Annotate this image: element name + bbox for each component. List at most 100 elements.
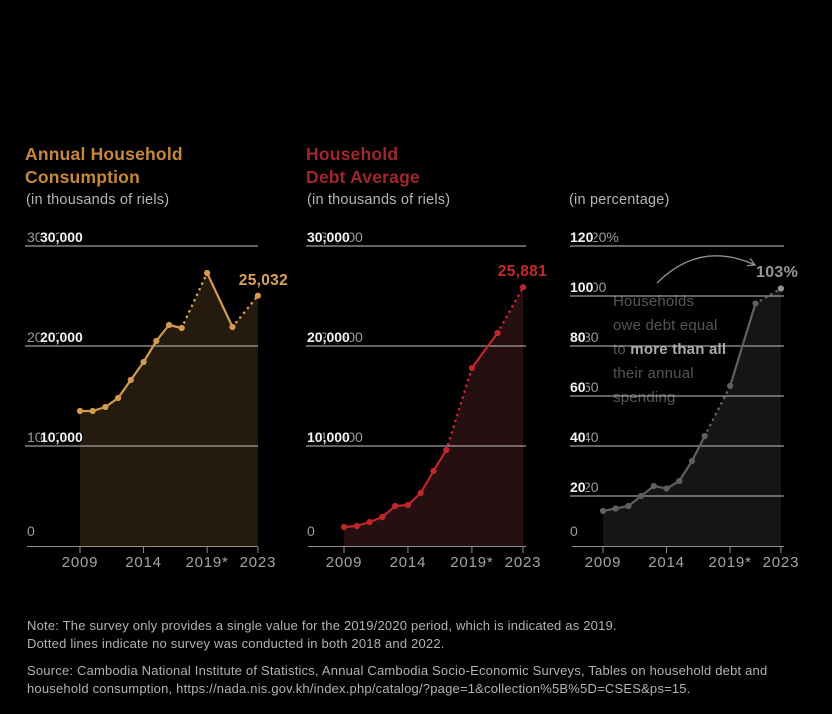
chart2-data-point (520, 284, 527, 291)
chart3-data-point (599, 507, 607, 515)
y-tick-bold: 20 (570, 479, 586, 495)
chart3-data-point (752, 300, 759, 307)
annotation-line: owe debt equal (613, 317, 718, 334)
annotation-line: Households (613, 293, 695, 310)
chart1-y-tick-label: 30,000 30,000 (27, 230, 107, 246)
annotation-arrowhead (746, 258, 757, 267)
chart2-data-point (353, 522, 360, 530)
chart1-series-segment-dotted (231, 294, 260, 329)
chart2-area-fill (344, 287, 524, 546)
chart2-subtitle: (in thousands of riels) (307, 192, 451, 208)
y-tick-bold: 30,000 (307, 229, 350, 245)
annotation-line: to more than all (613, 341, 727, 358)
y-tick-bold: 30,000 (40, 229, 83, 245)
chart3-y-tick-label: 120% 120 (570, 230, 650, 246)
chart3-series-segment-solid (690, 434, 706, 463)
chart2-x-tick-label: 2009 (325, 554, 363, 571)
y-tick-bold: 10,000 (40, 429, 83, 445)
source-line-1: Source: Cambodia National Institute of S… (27, 663, 768, 678)
chart2-data-point (379, 513, 386, 521)
chart1-data-point (140, 358, 147, 366)
y-tick-bold: 20,000 (40, 329, 83, 345)
chart1-data-point (115, 394, 122, 402)
chart3-end-value: 103% (756, 264, 799, 281)
y-tick-gray: 10,000 (27, 429, 70, 445)
y-tick-gray: 40 (583, 429, 599, 445)
chart3-data-point (625, 502, 632, 510)
chart3-data-point (777, 285, 785, 292)
chart1-series-segment-solid (155, 323, 171, 343)
chart3-x-tick-label: 2023 (762, 554, 800, 571)
chart1-data-point (254, 292, 261, 299)
chart1-data-point (153, 337, 160, 345)
chart3-series-segment-solid (678, 459, 694, 483)
chart3-series-segment-solid (728, 302, 757, 388)
chart2-x-tick-label: 2023 (504, 554, 542, 571)
chart1-y-tick-label: 10,000 10,000 (27, 430, 107, 446)
chart1-y-tick-label: 20,000 20,000 (27, 330, 107, 346)
chart1-y-zero-label: 0 (27, 523, 35, 539)
chart1-title: Annual Household Consumption (25, 144, 183, 187)
note-text: Note: The survey only provides a single … (27, 617, 617, 652)
chart1-x-tick-label: 2023 (239, 554, 277, 571)
y-tick-gray: 30,000 (27, 229, 70, 245)
chart2-y-tick-label: 10,000 10,000 (307, 430, 387, 446)
chart3-y-tick-label: 20 20 (570, 480, 650, 496)
y-tick-gray: 10,000 (320, 429, 363, 445)
chart3-data-point (688, 457, 696, 465)
chart2-x-tick-label: 2019* (450, 554, 494, 571)
y-tick-gray: 20,000 (27, 329, 70, 345)
y-tick-gray: 120% (583, 229, 619, 245)
chart1-data-point (89, 407, 96, 415)
chart1-series-segment-solid (142, 339, 158, 364)
chart1-data-point (204, 269, 211, 277)
chart1-series-segment-solid (116, 378, 132, 400)
chart2-series-segment-dotted (444, 366, 474, 452)
y-tick-gray: 60 (583, 379, 599, 395)
chart3-x-tick-label: 2019* (708, 554, 752, 571)
y-tick-bold: 10,000 (307, 429, 350, 445)
y-tick-gray: 30,000 (320, 229, 363, 245)
y-tick-gray: 20 (583, 479, 599, 495)
chart3-subtitle: (in percentage) (569, 192, 670, 208)
chart1-series-segment-dotted (180, 271, 209, 330)
chart2-data-point (430, 467, 437, 475)
chart3-data-point (612, 505, 619, 512)
debt-annotation: Households owe debt equal to more than all… (613, 290, 726, 410)
chart3-y-tick-label: 80 80 (570, 330, 650, 346)
chart2-y-zero-label: 0 (307, 523, 315, 539)
y-tick-bold: 20,000 (307, 329, 350, 345)
chart2-data-point (494, 329, 501, 337)
source-line-2: household consumption, https://nada.nis.… (27, 680, 691, 696)
note-line-1: Note: The survey only provides a single … (27, 618, 617, 633)
chart3-data-point (676, 477, 683, 485)
chart2-data-point (443, 446, 450, 454)
chart3-x-tick-label: 2009 (584, 554, 622, 571)
chart1-data-point (102, 403, 109, 411)
chart1-x-tick-label: 2009 (61, 554, 99, 571)
y-tick-gray: 80 (583, 329, 599, 345)
chart2-data-point (392, 502, 399, 510)
source-text: Source: Cambodia National Institute of S… (27, 662, 797, 697)
chart2-data-point (417, 489, 424, 497)
y-tick-bold: 100 (570, 279, 594, 295)
chart2-y-tick-label: 30,000 30,000 (307, 230, 387, 246)
chart1-x-tick-label: 2019* (185, 554, 229, 571)
chart3-area-fill (603, 288, 781, 546)
annotation-line: their annual (613, 365, 694, 382)
chart3-y-tick-label: 60 60 (570, 380, 650, 396)
chart1-end-value: 25,032 (238, 272, 288, 289)
y-tick-bold: 80 (570, 329, 586, 345)
chart1-data-point (178, 324, 185, 332)
y-tick-gray: 100 (583, 279, 607, 295)
chart2-series-segment-dotted (496, 285, 525, 335)
chart2-data-point (404, 501, 411, 509)
y-tick-bold: 120 (570, 229, 594, 245)
chart3-data-point (650, 482, 657, 490)
chart3-y-tick-label: 40 40 (570, 430, 650, 446)
chart1-series-segment-solid (129, 360, 145, 382)
chart2-series-segment-solid (419, 469, 435, 495)
chart1-x-tick-label: 2014 (125, 554, 162, 571)
